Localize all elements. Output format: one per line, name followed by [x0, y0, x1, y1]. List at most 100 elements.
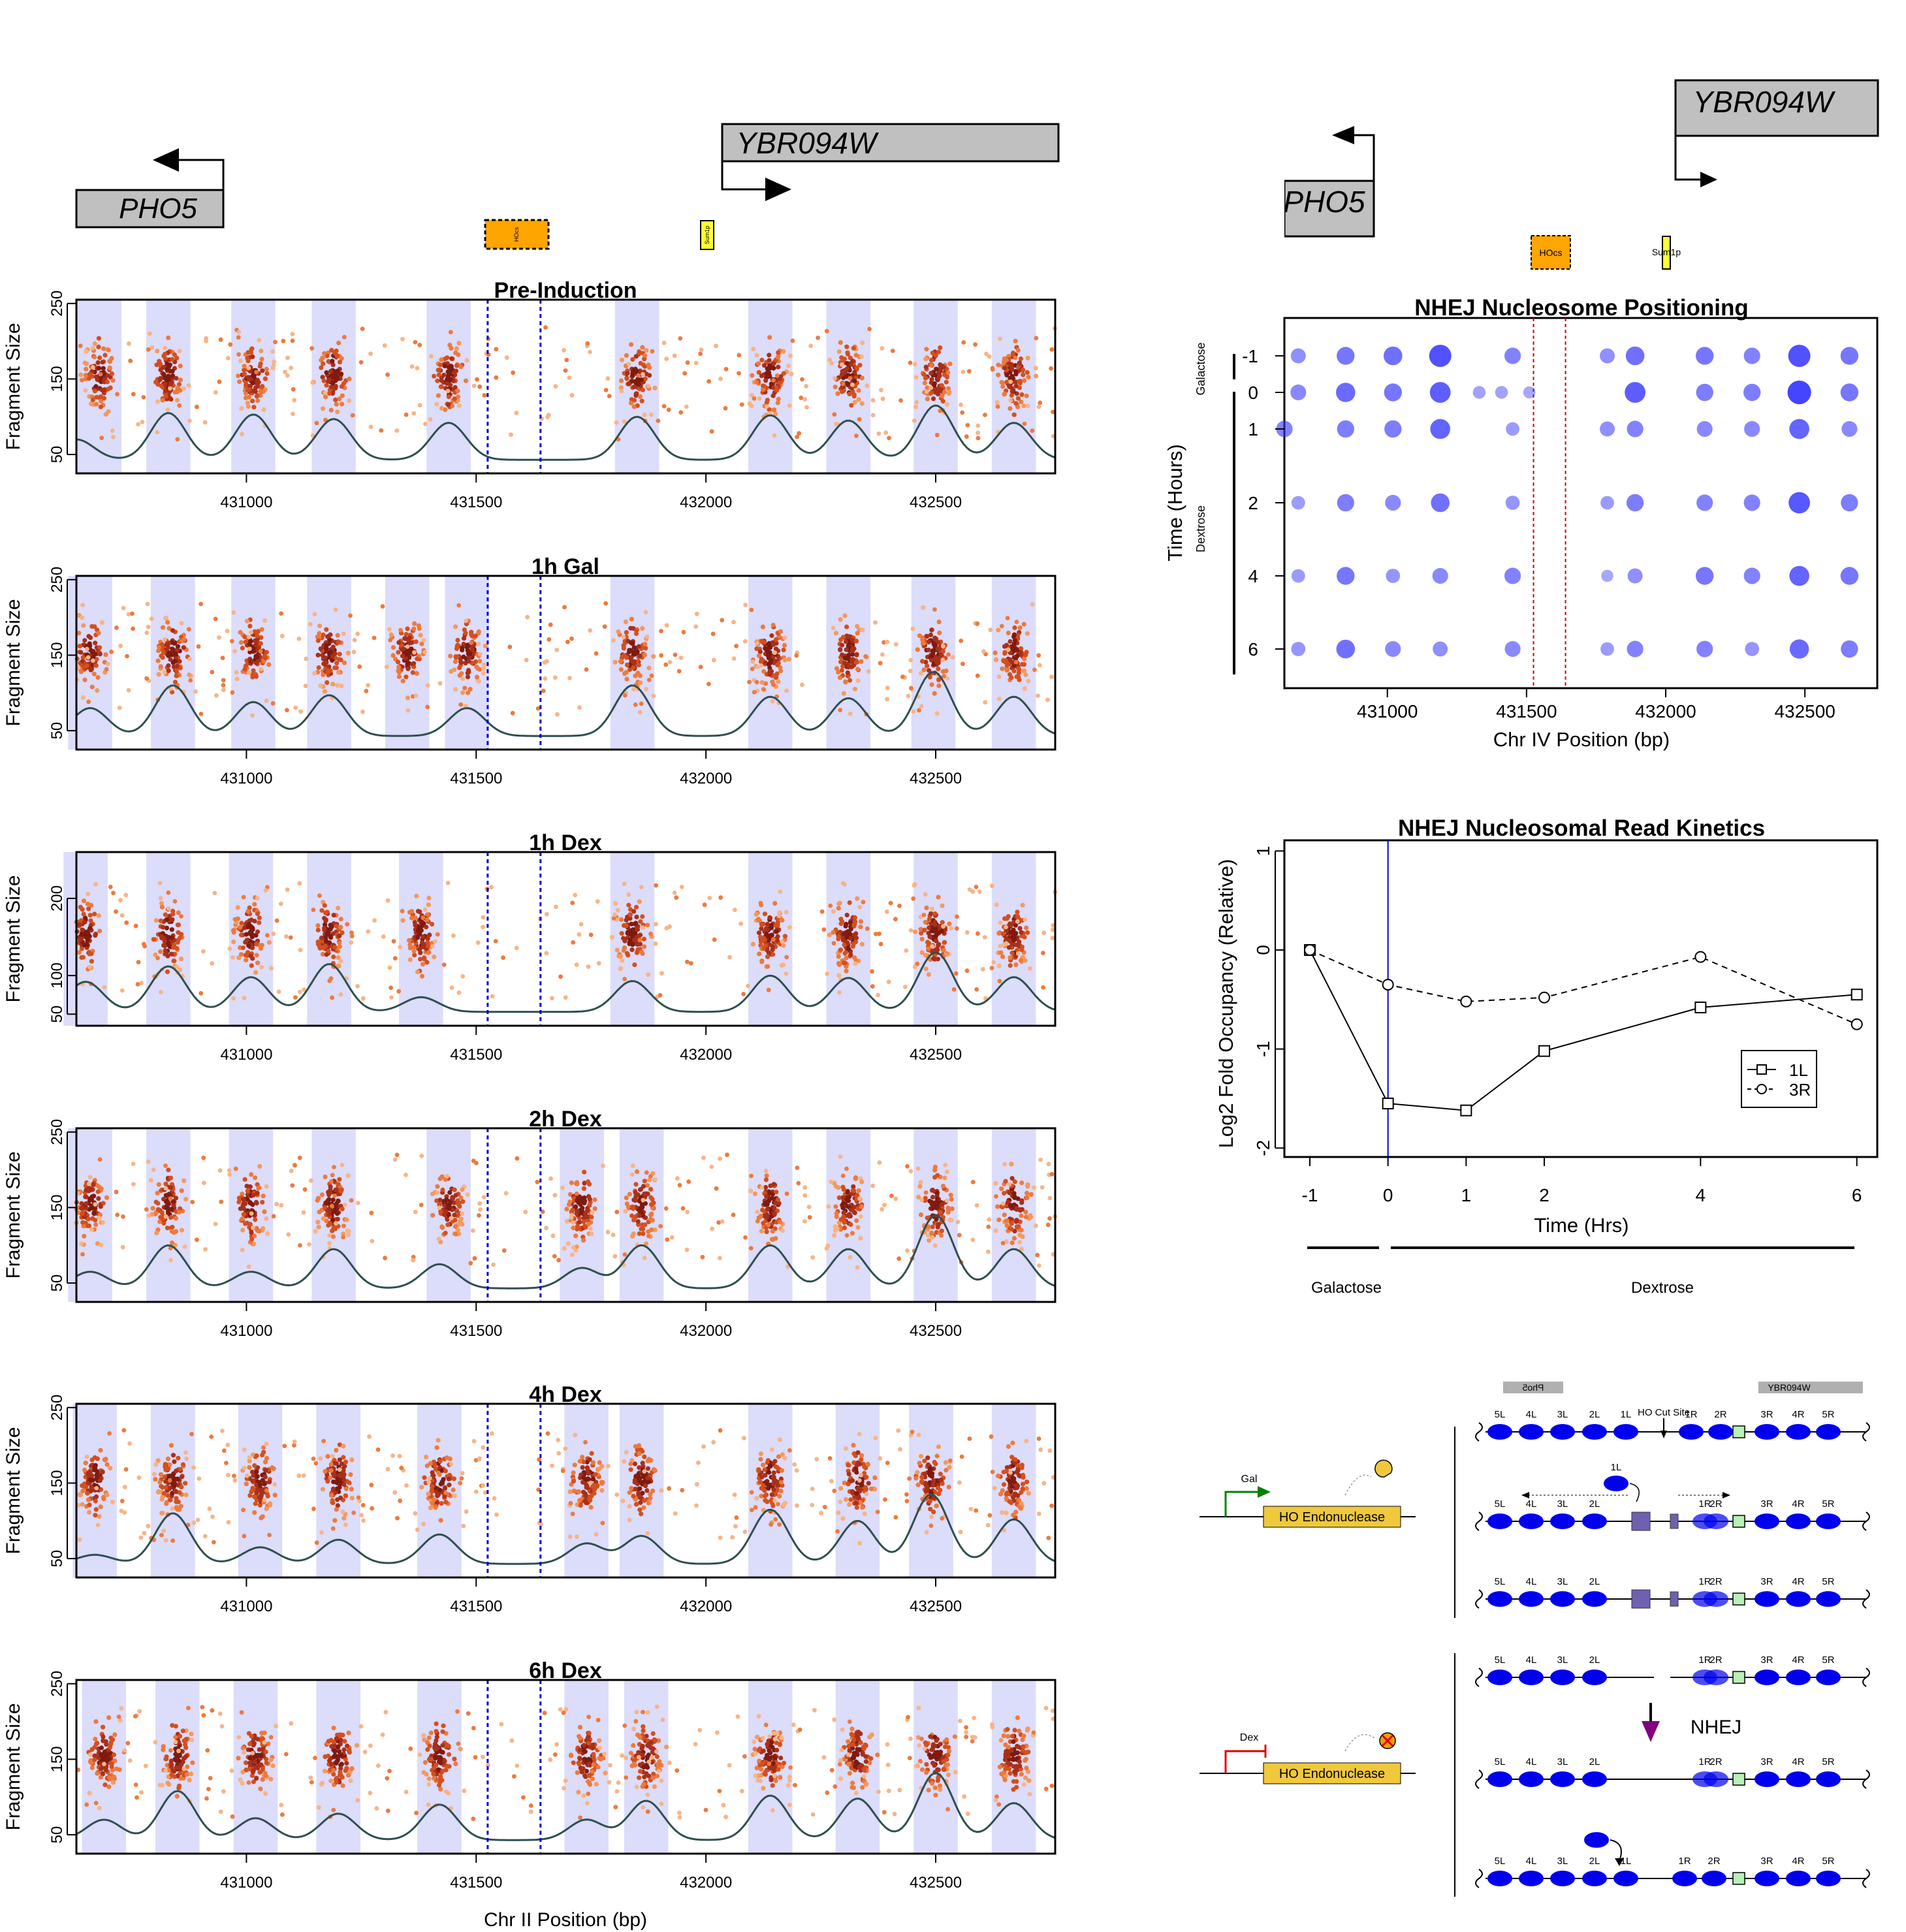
fragment-point: [244, 957, 249, 962]
fragment-point: [960, 410, 965, 415]
left-gene-track: PHO5 YBR094W HOcs Sum1p: [75, 123, 1060, 250]
fragment-point: [886, 979, 891, 985]
fragment-point: [323, 390, 328, 395]
fragment-point: [581, 1219, 586, 1224]
fragment-point: [940, 398, 945, 404]
fragment-point: [221, 678, 226, 683]
fragment-point: [989, 883, 994, 889]
fragment-point: [389, 995, 394, 1000]
fragment-point: [325, 680, 330, 685]
fragment-point: [949, 926, 953, 931]
fragment-point: [324, 383, 329, 388]
fragment-point: [848, 1255, 853, 1260]
fragment-point: [82, 1233, 87, 1239]
fragment-point: [592, 1197, 597, 1203]
fragment-point: [602, 624, 607, 629]
fragment-point: [848, 355, 853, 360]
fragment-point: [624, 630, 629, 635]
fragment-point: [366, 683, 370, 688]
fragment-point: [932, 691, 937, 696]
fragment-point: [936, 349, 942, 355]
fragment-point: [473, 659, 479, 665]
fragment-point: [352, 638, 357, 642]
fragment-point: [246, 909, 251, 914]
fragment-point: [771, 378, 776, 383]
fragment-point: [1024, 1195, 1030, 1200]
ybr-arrow: [721, 161, 770, 191]
fragment-point: [859, 354, 864, 359]
fragment-point: [840, 381, 846, 387]
fragment-point: [976, 931, 980, 936]
fragment-point: [1021, 368, 1026, 373]
fragment-point: [242, 634, 247, 640]
fragment-point: [859, 942, 865, 947]
fragment-point: [262, 376, 268, 381]
fragment-point: [944, 402, 949, 407]
fragment-point: [483, 643, 488, 649]
fragment-point: [345, 922, 350, 926]
fragment-point: [678, 410, 684, 415]
fragment-point: [565, 639, 570, 644]
fragment-point: [614, 1209, 620, 1214]
fragment-point: [443, 1230, 448, 1236]
fragment-point: [284, 934, 289, 939]
fragment-point: [255, 654, 260, 660]
fragment-point: [867, 326, 872, 332]
fragment-point: [623, 1209, 628, 1214]
fragment-point: [244, 618, 249, 624]
fragment-point: [330, 1228, 335, 1233]
fragment-point: [243, 1221, 248, 1226]
fragment-point: [166, 663, 171, 669]
fragment-point: [761, 363, 767, 368]
fragment-point: [831, 626, 836, 631]
fragment-point: [582, 1169, 587, 1175]
fragment-point: [329, 385, 334, 390]
fragment-point: [237, 379, 242, 385]
x-tick-label: 432500: [910, 1046, 962, 1064]
fragment-point: [1009, 392, 1014, 398]
fragment-point: [993, 1228, 998, 1233]
fragment-point: [330, 654, 335, 659]
fragment-point: [614, 947, 620, 953]
fragment-point: [841, 691, 846, 696]
fragment-point: [746, 983, 750, 989]
fragment-point: [155, 658, 161, 663]
fragment-point: [504, 355, 509, 360]
fragment-point: [649, 673, 654, 678]
fragment-point: [344, 1217, 349, 1222]
fragment-point: [415, 928, 421, 934]
fragment-point: [848, 362, 853, 367]
fragment-point: [250, 381, 255, 386]
fragment-point: [1032, 667, 1037, 673]
fragment-point: [667, 659, 673, 665]
fragment-point: [454, 346, 460, 351]
fragment-point: [853, 961, 858, 966]
fragment-point: [853, 353, 859, 358]
fragment-point: [232, 649, 237, 654]
fragment-point: [876, 992, 880, 998]
fragment-point: [458, 364, 464, 370]
fragment-point: [270, 701, 276, 706]
fragment-point: [776, 396, 781, 402]
fragment-point: [554, 904, 558, 910]
fragment-point: [698, 351, 703, 356]
fragment-point: [99, 1186, 104, 1192]
fragment-point: [562, 348, 566, 353]
fragment-point: [1036, 404, 1041, 409]
fragment-point: [579, 1210, 584, 1215]
fragment-point: [83, 388, 88, 393]
fragment-point: [255, 911, 260, 917]
fragment-point: [415, 366, 420, 371]
fragment-point: [707, 682, 711, 686]
fragment-point: [618, 378, 624, 383]
fragment-point: [440, 1187, 445, 1193]
fragment-point: [385, 898, 390, 903]
fragment-point: [249, 932, 255, 937]
fragment-point: [380, 604, 385, 609]
fragment-point: [1036, 693, 1040, 698]
fragment-point: [629, 921, 634, 926]
fragment-point: [1007, 1190, 1012, 1196]
x-tick-label: 431500: [450, 770, 502, 787]
fragment-point: [411, 626, 417, 631]
fragment-point: [577, 1220, 582, 1225]
